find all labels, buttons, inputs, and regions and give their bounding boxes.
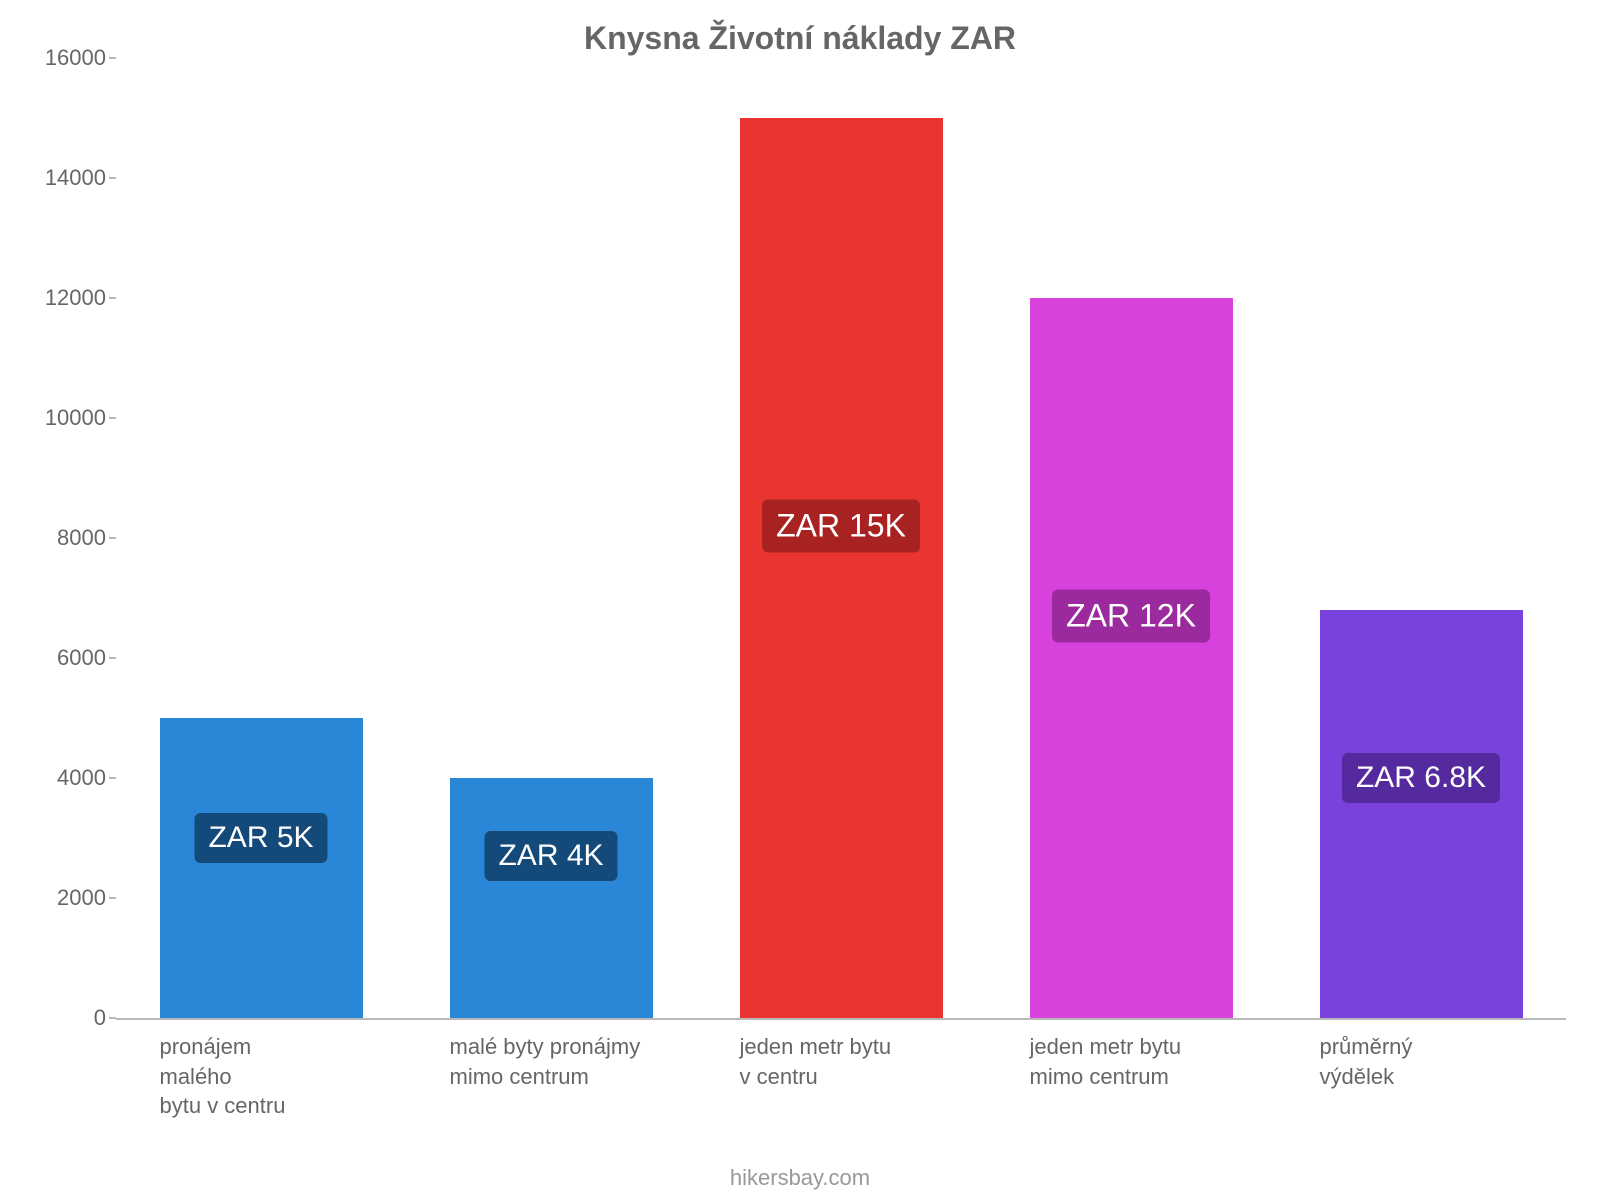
bar-value-label: ZAR 4K — [484, 831, 617, 881]
y-tick-mark — [109, 1017, 116, 1019]
y-tick-mark — [109, 537, 116, 539]
y-tick-label: 10000 — [45, 405, 116, 431]
y-tick-mark — [109, 777, 116, 779]
y-tick-mark — [109, 297, 116, 299]
y-tick-label: 6000 — [57, 645, 116, 671]
bar — [740, 118, 943, 1018]
y-tick-label: 2000 — [57, 885, 116, 911]
bar — [1320, 610, 1523, 1018]
y-tick-mark — [109, 417, 116, 419]
x-category-label: průměrný výdělek — [1320, 1018, 1413, 1091]
bar-value-label: ZAR 12K — [1052, 590, 1210, 643]
y-tick-label: 4000 — [57, 765, 116, 791]
y-tick-label: 14000 — [45, 165, 116, 191]
chart-footer: hikersbay.com — [0, 1165, 1600, 1191]
chart-title: Knysna Životní náklady ZAR — [0, 20, 1600, 57]
x-category-label: jeden metr bytu mimo centrum — [1030, 1018, 1182, 1091]
y-tick-label: 8000 — [57, 525, 116, 551]
x-category-label: malé byty pronájmy mimo centrum — [450, 1018, 641, 1091]
plot-area: 0200040006000800010000120001400016000ZAR… — [116, 60, 1566, 1020]
y-tick-label: 12000 — [45, 285, 116, 311]
bar-value-label: ZAR 6.8K — [1342, 753, 1500, 803]
bar — [160, 718, 363, 1018]
x-category-label: jeden metr bytu v centru — [740, 1018, 892, 1091]
bar-value-label: ZAR 5K — [194, 813, 327, 863]
x-category-label: pronájem malého bytu v centru — [160, 1018, 286, 1121]
chart-container: Knysna Životní náklady ZAR 0200040006000… — [0, 0, 1600, 1200]
y-tick-mark — [109, 657, 116, 659]
bar — [450, 778, 653, 1018]
y-tick-mark — [109, 57, 116, 59]
bar — [1030, 298, 1233, 1018]
y-tick-label: 16000 — [45, 45, 116, 71]
bar-value-label: ZAR 15K — [762, 500, 920, 553]
y-tick-mark — [109, 897, 116, 899]
y-tick-mark — [109, 177, 116, 179]
